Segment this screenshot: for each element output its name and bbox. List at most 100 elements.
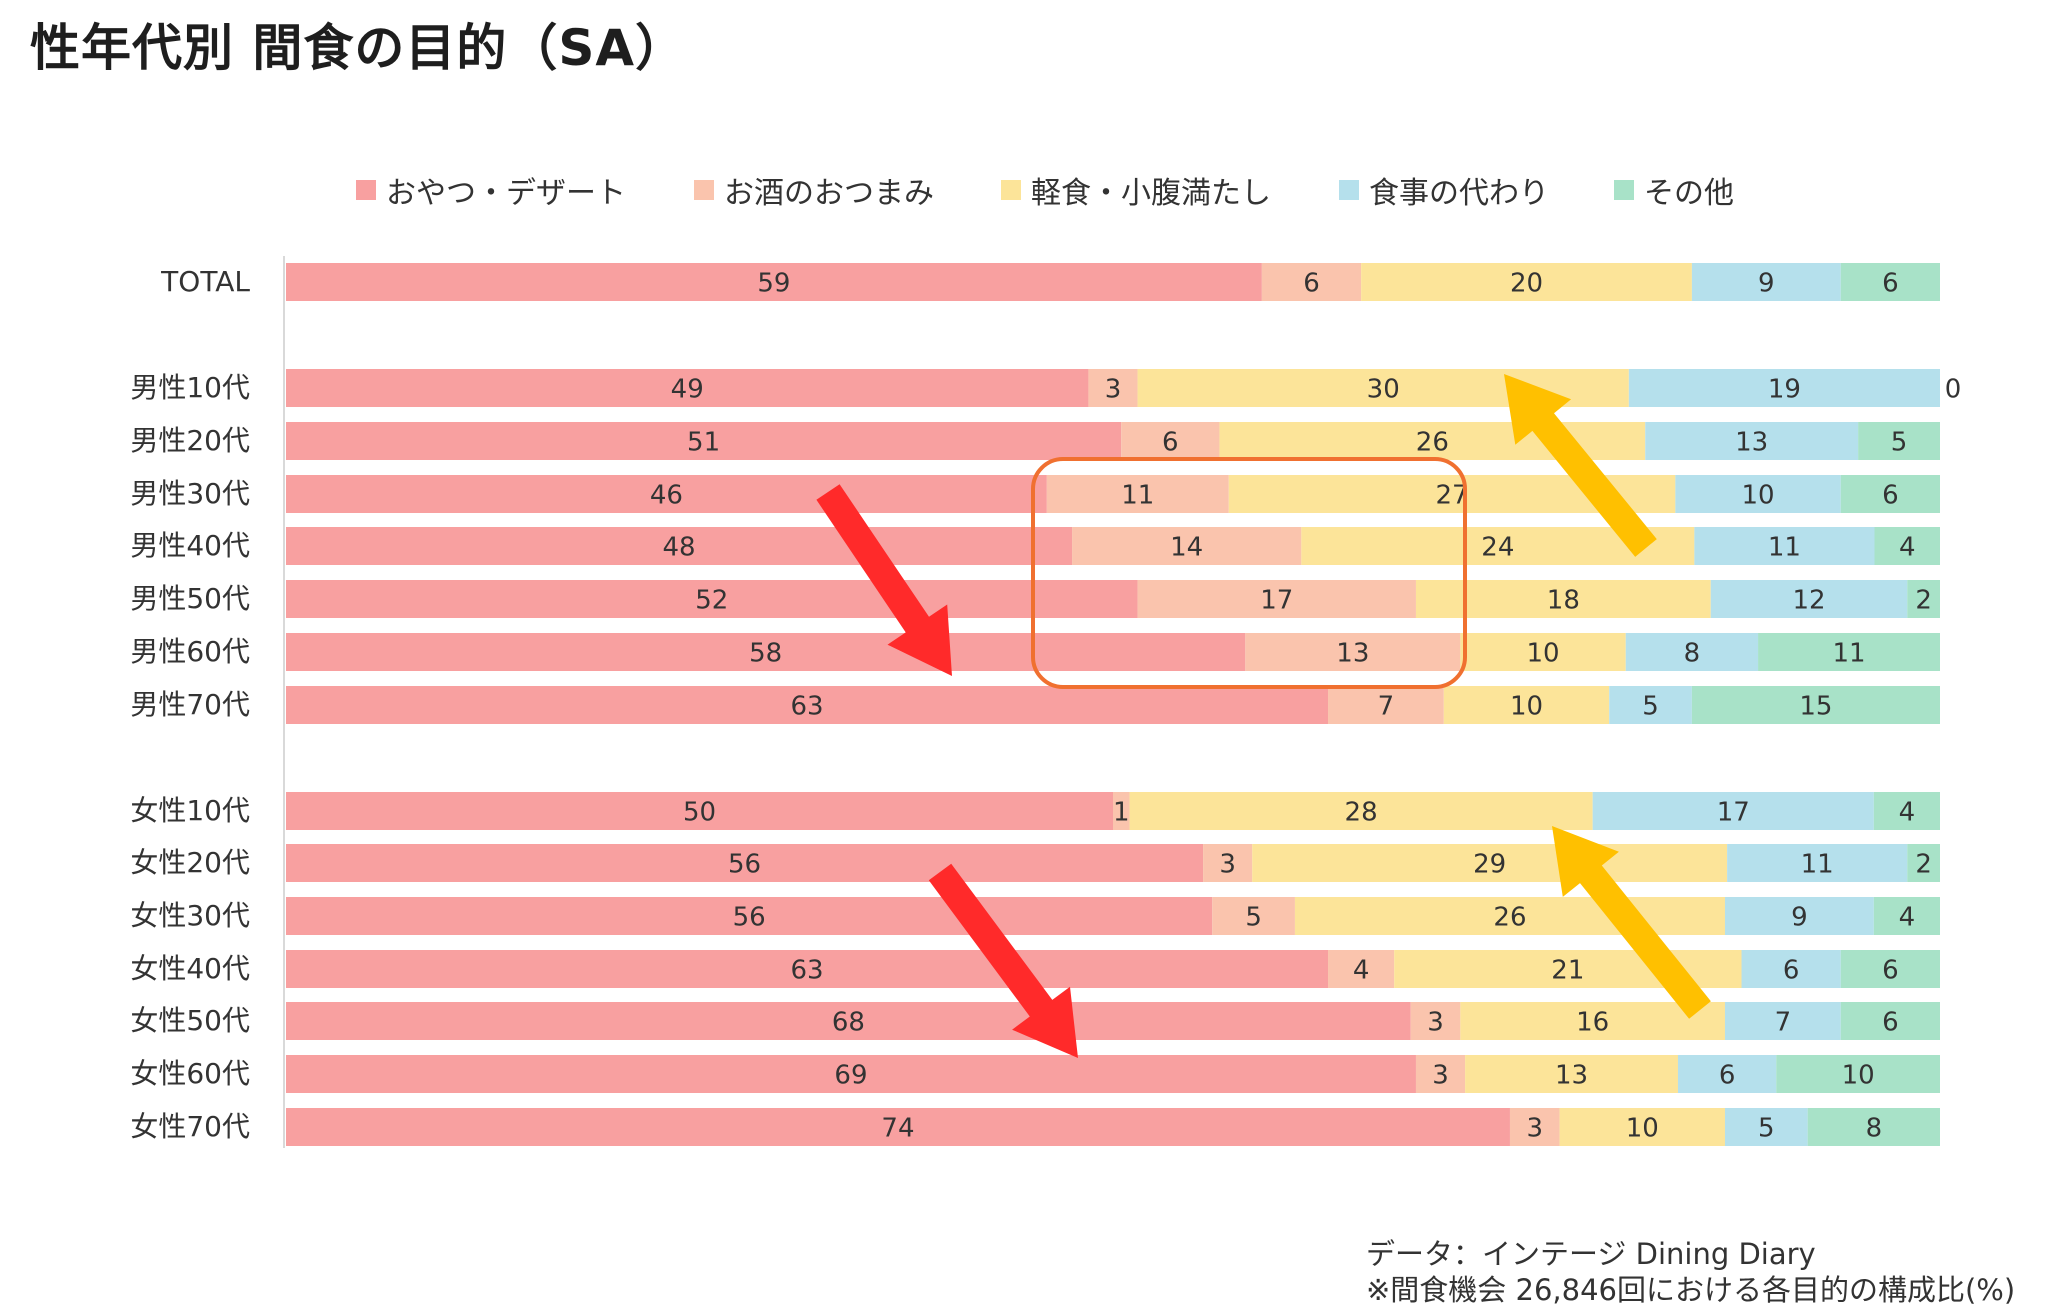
category-label: 男性40代 — [130, 529, 250, 562]
bar-segment — [1465, 1055, 1678, 1093]
category-label: 女性70代 — [130, 1110, 250, 1143]
bar-segment — [1907, 580, 1940, 618]
data-label: 5 — [1642, 692, 1659, 722]
data-labels: 59 6 20 9 649 3 30 19 051 6 26 13 546 11 27 10 648 14 24 11… — [650, 269, 1961, 1144]
data-label: 10 — [1842, 1061, 1875, 1091]
category-label: 男性50代 — [130, 582, 250, 615]
category-label: 女性50代 — [130, 1004, 250, 1037]
legend-swatch — [694, 180, 714, 200]
legend-label: その他 — [1644, 176, 1734, 211]
data-label: 24 — [1481, 533, 1514, 563]
bar-segment — [286, 897, 1213, 935]
data-label: 10 — [1626, 1114, 1659, 1144]
bar-segment — [1245, 633, 1461, 671]
bar-segment — [1294, 897, 1725, 935]
bar-segment — [286, 422, 1122, 460]
data-label: 5 — [1891, 428, 1908, 458]
data-label: 6 — [1162, 428, 1179, 458]
data-label: 15 — [1799, 692, 1832, 722]
data-label: 13 — [1555, 1061, 1588, 1091]
category-label: TOTAL — [160, 265, 250, 298]
data-label: 17 — [1717, 798, 1750, 828]
bar-segment — [1415, 1055, 1466, 1093]
data-label: 1 — [1113, 798, 1130, 828]
bar-segment — [1645, 422, 1859, 460]
data-label: 56 — [733, 903, 766, 933]
bar-segment — [286, 263, 1262, 301]
bar-segment — [286, 633, 1246, 671]
bar-segment — [1840, 263, 1940, 301]
data-label: 6 — [1783, 956, 1800, 986]
data-label: 6 — [1882, 956, 1899, 986]
bar-segment — [1724, 1002, 1841, 1040]
bar-segment — [1592, 792, 1874, 830]
data-label: 26 — [1416, 428, 1449, 458]
source-note: データ：インテージ Dining Diary ※間食機会 26,846回における… — [1366, 1236, 2015, 1308]
bar-segment — [1509, 1108, 1560, 1146]
bar-segment — [1072, 527, 1302, 565]
data-label: 8 — [1684, 639, 1701, 669]
data-label: 12 — [1792, 586, 1825, 616]
data-label: 68 — [832, 1008, 865, 1038]
bar-segment — [1559, 1108, 1725, 1146]
category-label: 女性20代 — [130, 846, 250, 879]
data-label: 21 — [1551, 956, 1584, 986]
category-label: 男性10代 — [130, 371, 250, 404]
data-label: 6 — [1882, 269, 1899, 299]
category-label: 女性30代 — [130, 899, 250, 932]
data-label: 8 — [1866, 1114, 1883, 1144]
bar-segment — [1361, 263, 1692, 301]
category-label: 女性10代 — [130, 794, 250, 827]
category-label: 男性30代 — [130, 477, 250, 510]
bar-segment — [1907, 844, 1940, 882]
data-label: 6 — [1303, 269, 1320, 299]
bar-segment — [1460, 633, 1626, 671]
legend-swatch — [356, 180, 376, 200]
source-line-2: ※間食機会 26,846回における各目的の構成比(%) — [1366, 1273, 2016, 1307]
bar-segment — [286, 527, 1073, 565]
trend-arrow — [928, 863, 1078, 1058]
data-label: 63 — [790, 956, 823, 986]
bar-segment — [1741, 950, 1841, 988]
data-label: 20 — [1510, 269, 1543, 299]
data-label: 3 — [1526, 1114, 1543, 1144]
data-label: 58 — [749, 639, 782, 669]
bar-segment — [286, 580, 1138, 618]
data-label: 3 — [1105, 375, 1122, 405]
bar-segment — [286, 844, 1204, 882]
data-label: 29 — [1473, 850, 1506, 880]
data-label: 10 — [1742, 481, 1775, 511]
data-label: 10 — [1510, 692, 1543, 722]
bar-segment — [1046, 475, 1229, 513]
bar-segment — [1840, 1002, 1940, 1040]
data-label: 3 — [1427, 1008, 1444, 1038]
category-label: 男性20代 — [130, 424, 250, 457]
data-label: 13 — [1336, 639, 1369, 669]
legend-item-meal-replacement: 食事の代わり — [1339, 168, 1549, 212]
bar-segment — [1691, 263, 1841, 301]
data-label: 52 — [695, 586, 728, 616]
source-line-1: データ：インテージ Dining Diary — [1366, 1237, 1816, 1271]
data-label: 49 — [671, 375, 704, 405]
category-labels: TOTAL 男性10代男性20代男性30代男性40代男性50代男性60代男性70代… — [130, 265, 250, 1143]
legend-swatch — [1614, 180, 1634, 200]
data-label: 6 — [1719, 1061, 1736, 1091]
bar-segment — [286, 1108, 1510, 1146]
bar-segment — [286, 475, 1047, 513]
bar-segment — [1261, 263, 1362, 301]
data-label: 56 — [728, 850, 761, 880]
legend-label: 軽食・小腹満たし — [1031, 176, 1271, 211]
data-label: 18 — [1547, 586, 1580, 616]
bar-segment — [1758, 633, 1940, 671]
data-label: 59 — [757, 269, 790, 299]
bar-segment — [1807, 1108, 1940, 1146]
bar-segment — [1724, 897, 1874, 935]
data-label: 0 — [1945, 375, 1962, 405]
data-label: 6 — [1882, 1008, 1899, 1038]
bar-group — [286, 263, 1940, 1146]
bar-segment — [286, 792, 1113, 830]
data-label: 51 — [687, 428, 720, 458]
bar-segment — [1212, 897, 1295, 935]
legend-item-drink-snack: お酒のおつまみ — [694, 168, 934, 212]
bar-segment — [1710, 580, 1908, 618]
